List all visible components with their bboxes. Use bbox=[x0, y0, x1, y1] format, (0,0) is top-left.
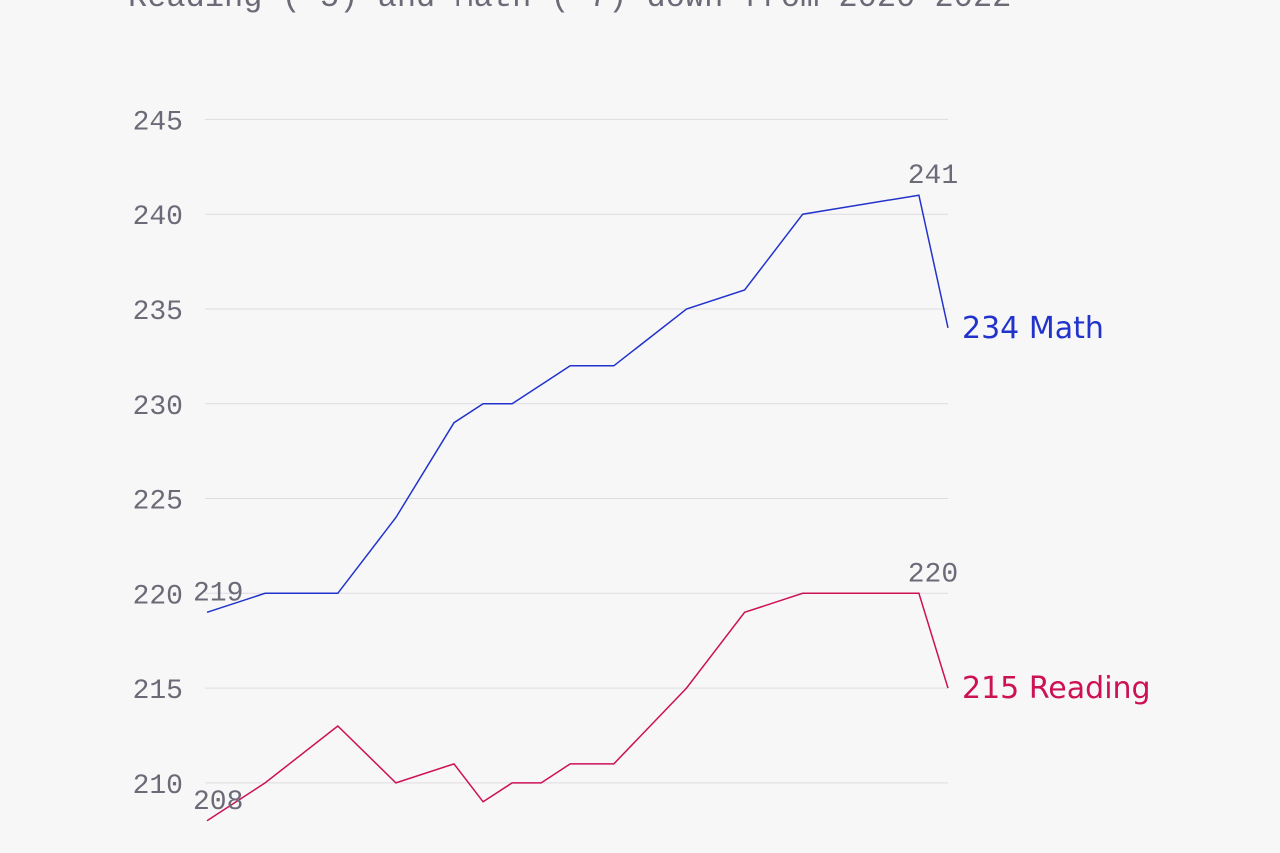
value-label: 220 bbox=[908, 559, 958, 590]
series-name: Math bbox=[1029, 311, 1104, 346]
y-tick-label: 245 bbox=[133, 107, 183, 138]
line bbox=[206, 194, 949, 614]
value-label: 219 bbox=[193, 578, 243, 609]
end-label: 234 Math bbox=[962, 311, 1104, 346]
y-tick-label: 230 bbox=[133, 392, 183, 423]
series-name: Reading bbox=[1029, 671, 1151, 706]
end-label: 215 Reading bbox=[962, 671, 1151, 706]
line bbox=[206, 592, 949, 822]
end-value: 215 bbox=[962, 671, 1019, 706]
y-tick-label: 235 bbox=[133, 297, 183, 328]
chart-title: Reading (-5) and Math (-7) down from 202… bbox=[128, 0, 1011, 16]
value-label: 208 bbox=[193, 787, 243, 818]
end-value: 234 bbox=[962, 311, 1019, 346]
y-tick-label: 220 bbox=[133, 581, 183, 612]
y-tick-label: 240 bbox=[133, 202, 183, 233]
y-tick-label: 215 bbox=[133, 676, 183, 707]
value-label: 241 bbox=[908, 161, 958, 192]
y-tick-label: 210 bbox=[133, 771, 183, 802]
y-tick-label: 225 bbox=[133, 487, 183, 518]
